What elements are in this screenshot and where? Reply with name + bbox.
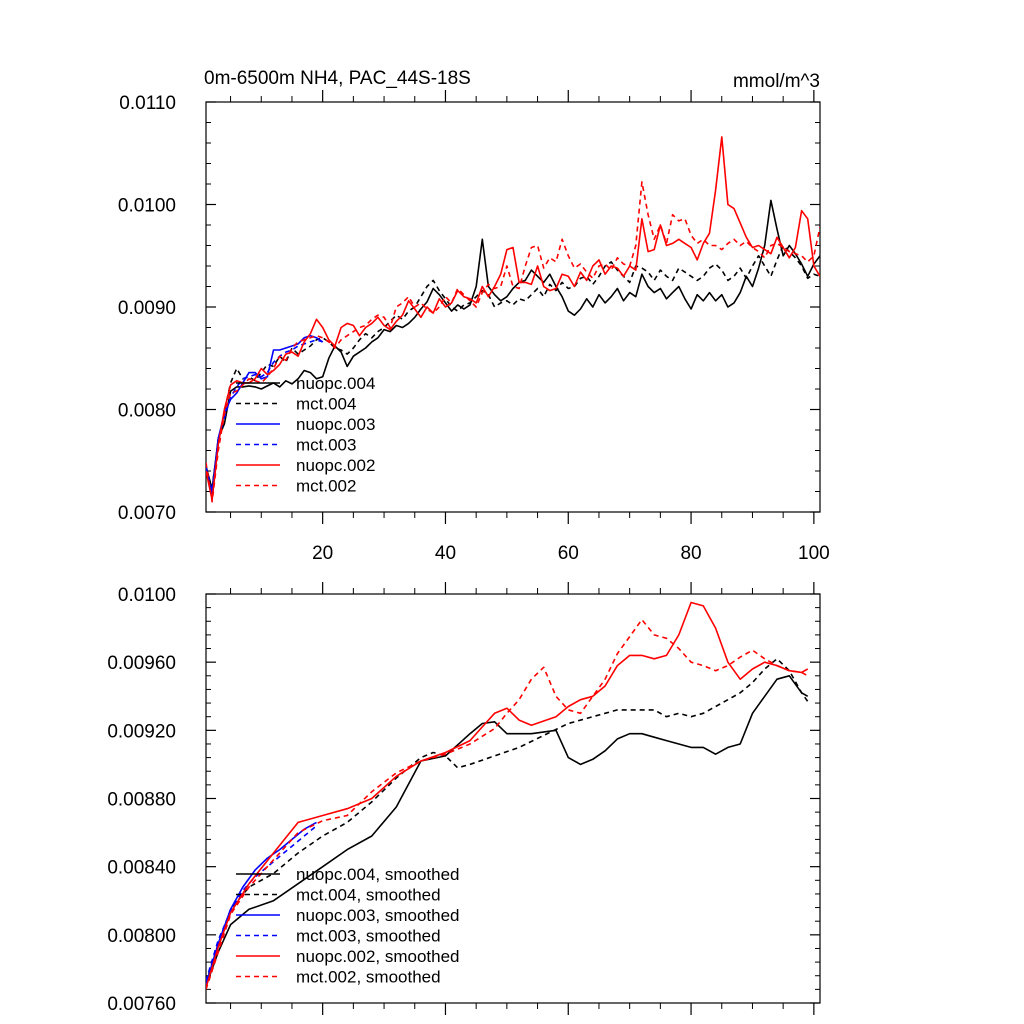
bottom-legend-label: nuopc.002, smoothed <box>296 947 460 966</box>
top-legend-label: nuopc.002 <box>296 456 375 475</box>
bottom-y-tick-label: 0.00880 <box>107 790 176 811</box>
bottom-y-tick-label: 0.00840 <box>107 858 176 879</box>
top-chart: 0.0070 0.0080 0.0090 0.0100 0.0110 20 40 60 80 10… <box>118 90 830 564</box>
bottom-series-line-nuopc-002-smoothed <box>206 601 809 988</box>
top-legend-label: mct.003 <box>296 436 356 455</box>
top-chart-title: 0m-6500m NH4, PAC_44S-18S <box>204 68 471 89</box>
top-series-line-nuopc-004 <box>206 199 820 491</box>
top-x-tick-label: 80 <box>680 543 701 564</box>
bottom-series-line-nuopc-004-smoothed <box>206 674 809 987</box>
top-y-tick-label: 0.0070 <box>118 503 176 524</box>
bottom-series-line-mct-002-smoothed <box>206 618 809 990</box>
bottom-y-tick-label: 0.00800 <box>107 926 176 947</box>
top-legend-label: nuopc.004 <box>296 374 375 393</box>
bottom-legend-label: mct.003, smoothed <box>296 927 441 946</box>
top-y-tick-label: 0.0080 <box>118 401 176 422</box>
bottom-y-tick-label: 0.0100 <box>118 585 176 606</box>
top-series-group <box>206 136 820 503</box>
bottom-chart: 0.00760 0.00800 0.00840 0.00880 0.00920 0.009… <box>107 582 821 1015</box>
top-series-line-nuopc-003 <box>206 334 324 495</box>
bottom-series-line-mct-004-smoothed <box>206 657 809 983</box>
bottom-legend-label: mct.002, smoothed <box>296 968 441 987</box>
top-x-tick-label: 40 <box>435 543 456 564</box>
top-chart-units: mmol/m^3 <box>733 71 820 92</box>
bottom-y-tick-label: 0.00920 <box>107 721 176 742</box>
top-legend-label: mct.002 <box>296 477 356 496</box>
bottom-legend-label: nuopc.003, smoothed <box>296 906 460 925</box>
top-x-tick-label: 60 <box>558 543 579 564</box>
bottom-y-tick-label: 0.00960 <box>107 653 176 674</box>
bottom-legend-label: nuopc.004, smoothed <box>296 865 460 884</box>
top-y-tick-label: 0.0110 <box>119 93 176 114</box>
bottom-y-tick-label: 0.00760 <box>107 994 176 1015</box>
bottom-legend-label: mct.004, smoothed <box>296 886 441 905</box>
top-series-line-nuopc-002 <box>206 136 820 501</box>
top-series-line-mct-004 <box>206 244 820 489</box>
bottom-series-group <box>206 601 809 990</box>
top-y-tick-label: 0.0090 <box>118 298 176 319</box>
bottom-series-line-mct-003-smoothed <box>206 825 318 982</box>
top-y-tick-label: 0.0100 <box>118 196 176 217</box>
top-x-tick-label: 100 <box>798 543 830 564</box>
top-legend-label: mct.004 <box>296 395 356 414</box>
top-legend-label: nuopc.003 <box>296 415 375 434</box>
top-x-tick-label: 20 <box>312 543 333 564</box>
